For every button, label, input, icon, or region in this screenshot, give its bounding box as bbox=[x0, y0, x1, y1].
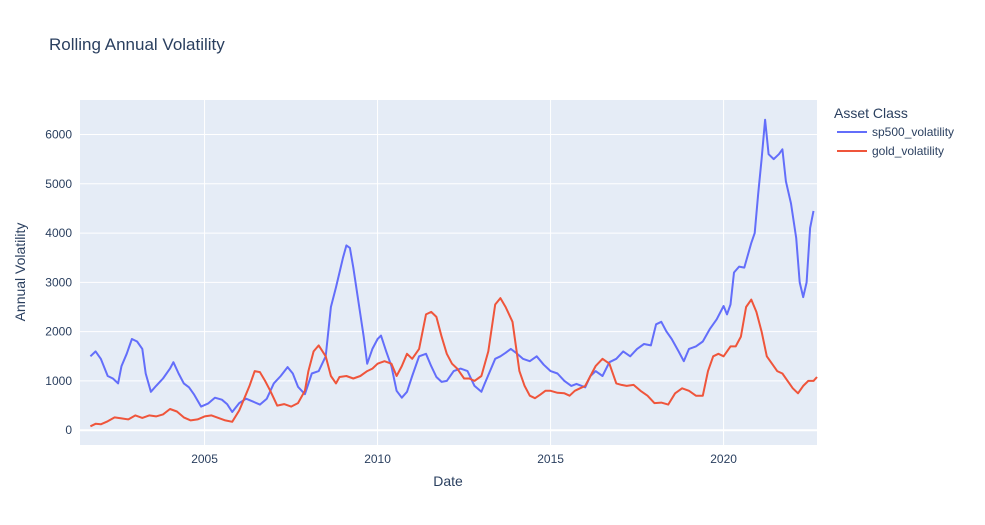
y-tick-label: 0 bbox=[65, 423, 72, 437]
x-tick-label: 2015 bbox=[537, 452, 564, 466]
legend-items: sp500_volatility gold_volatility bbox=[837, 125, 954, 158]
x-tick-label: 2020 bbox=[710, 452, 737, 466]
legend-title: Asset Class bbox=[834, 105, 908, 121]
y-tick-label: 1000 bbox=[45, 374, 72, 388]
x-axis-ticks: 2005 2010 2015 2020 bbox=[191, 452, 737, 466]
y-axis-title: Annual Volatility bbox=[12, 223, 28, 322]
series-line-gold_volatility[interactable] bbox=[89, 297, 818, 428]
y-axis-ticks: 0 1000 2000 3000 4000 5000 6000 bbox=[45, 128, 72, 438]
y-tick-label: 6000 bbox=[45, 128, 72, 142]
legend-label: sp500_volatility bbox=[872, 125, 954, 139]
series-line-sp500_volatility[interactable] bbox=[89, 118, 815, 413]
legend-item-gold_volatility[interactable]: gold_volatility bbox=[837, 144, 944, 158]
legend-item-sp500_volatility[interactable]: sp500_volatility bbox=[837, 125, 954, 139]
series-layer bbox=[89, 118, 818, 428]
y-tick-label: 4000 bbox=[45, 226, 72, 240]
chart-title: Rolling Annual Volatility bbox=[49, 35, 225, 54]
x-tick-label: 2005 bbox=[191, 452, 218, 466]
y-tick-label: 3000 bbox=[45, 275, 72, 289]
legend-label: gold_volatility bbox=[872, 144, 944, 158]
legend: Asset Class sp500_volatility gold_volatil… bbox=[834, 105, 954, 158]
y-tick-label: 2000 bbox=[45, 325, 72, 339]
x-axis-title: Date bbox=[433, 473, 463, 489]
gridlines bbox=[80, 100, 817, 445]
x-tick-label: 2010 bbox=[364, 452, 391, 466]
y-tick-label: 5000 bbox=[45, 177, 72, 191]
plot-area[interactable] bbox=[80, 100, 817, 445]
